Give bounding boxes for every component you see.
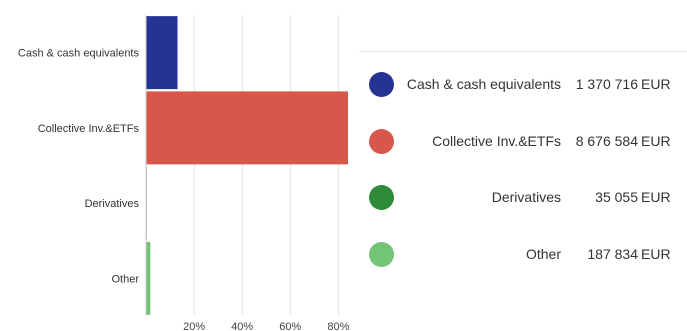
legend-item-derivatives: Derivatives 35 055 EUR [359,181,687,215]
legend-dot-cash [369,72,394,97]
legend-label: Cash & cash equivalents [406,76,561,92]
legend-unit: EUR [641,76,671,92]
category-label-derivatives: Derivatives [85,198,140,210]
legend-value: 8 676 584 [575,133,638,149]
bar-chart: Cash & cash equivalents Collective Inv.&E… [18,15,350,331]
category-labels: Cash & cash equivalents Collective Inv.&E… [18,48,140,286]
category-label-cash-cash-equivalents: Cash & cash equivalents [18,48,140,60]
legend-unit: EUR [641,133,671,149]
gridlines [193,15,339,316]
bar-other [146,241,151,315]
bars [146,16,348,315]
legend-item-collective: Collective Inv.&ETFs 8 676 584 EUR [359,125,687,159]
legend: Cash & cash equivalents 1 370 716 EUR Co… [359,51,687,282]
legend-value: 187 834 [587,246,638,262]
legend-value: 1 370 716 [575,76,638,92]
bar-collective-inv-etfs [146,91,348,165]
legend-item-cash: Cash & cash equivalents 1 370 716 EUR [359,68,687,102]
category-label-collective-inv-etfs: Collective Inv.&ETFs [38,123,140,135]
bar-cash-cash-equivalents [146,16,178,90]
legend-label: Derivatives [491,189,561,205]
legend-dot-other [369,242,394,267]
legend-dot-derivatives [369,185,394,210]
x-tick-labels: 20% 40% 60% 80% [183,321,350,331]
legend-label: Collective Inv.&ETFs [432,133,561,149]
legend-unit: EUR [641,189,671,205]
category-label-other: Other [111,273,139,285]
legend-dot-collective [369,129,394,154]
legend-value: 35 055 [595,189,638,205]
x-tick-20: 20% [183,321,205,331]
x-tick-40: 40% [231,321,253,331]
x-tick-60: 60% [279,321,301,331]
legend-unit: EUR [641,246,671,262]
legend-item-other: Other 187 834 EUR [359,238,687,272]
legend-label: Other [525,246,561,262]
x-tick-80: 80% [327,321,349,331]
